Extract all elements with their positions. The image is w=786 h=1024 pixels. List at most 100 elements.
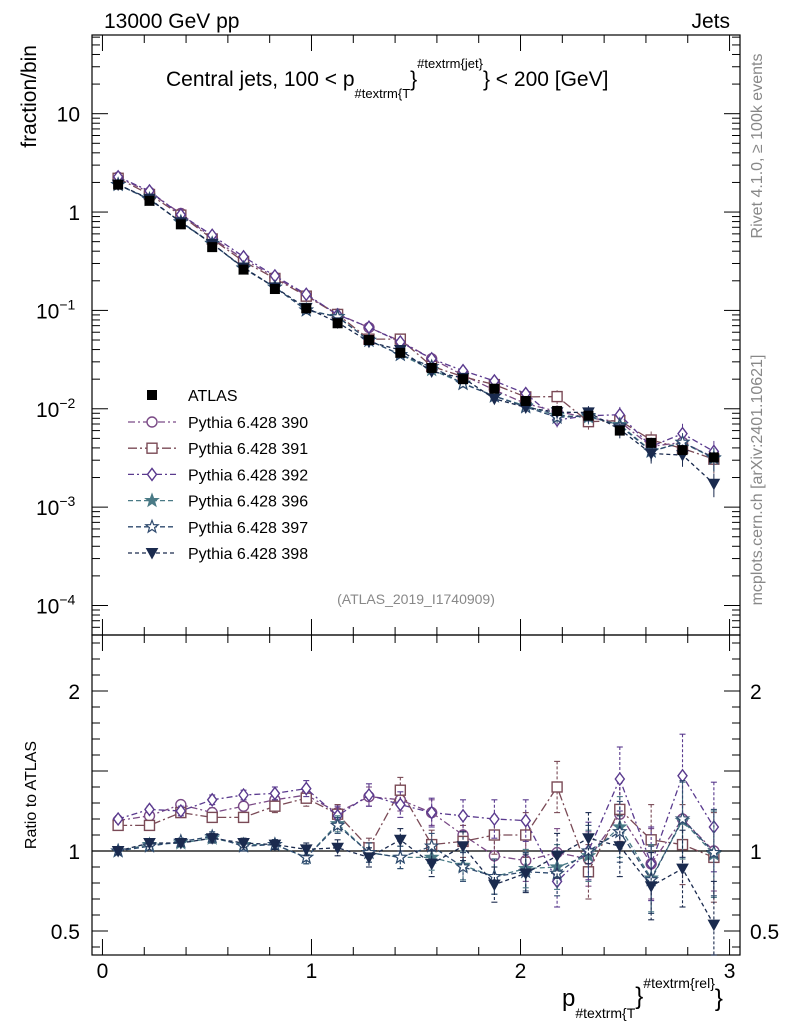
series-point-ratio [519, 868, 533, 880]
atlas-point [332, 318, 343, 329]
series-point-ratio [394, 784, 407, 796]
series-point-ratio [676, 863, 689, 876]
legend-label: Pythia 6.428 396 [188, 494, 308, 511]
x-label-tail: } [715, 985, 723, 1012]
series-point-ratio [392, 849, 409, 865]
atlas-point [207, 242, 218, 253]
series-point-ratio [423, 837, 440, 853]
series-line-top [117, 176, 715, 453]
legend-marker [144, 492, 160, 508]
series-point-ratio [205, 833, 219, 845]
series-point-ratio [175, 803, 187, 819]
y-tick-label-ratio: 1 [68, 841, 80, 864]
x-label-main: p [562, 985, 575, 1012]
series-line-ratio [118, 817, 715, 882]
series-point-ratio [362, 852, 376, 864]
y-tick-label-top: 10 [57, 104, 80, 127]
x-tick-label: 1 [306, 960, 318, 983]
ratio-plot-frame [91, 634, 741, 956]
series-point-ratio [550, 850, 564, 863]
series-point-ratio [237, 800, 250, 812]
y-tick-label-top: 10−2 [36, 395, 76, 422]
atlas-point [520, 395, 531, 406]
atlas-point [426, 362, 437, 373]
atlas-point [395, 347, 406, 358]
series-point-ratio [331, 842, 344, 855]
series-group [111, 179, 721, 956]
series-point-ratio [300, 781, 312, 796]
series-point-ratio [269, 800, 281, 812]
legend-label-atlas: ATLAS [188, 388, 238, 405]
series-point-ratio [707, 919, 721, 932]
atlas-point [677, 445, 688, 456]
series-line-top [117, 184, 715, 485]
series-point-ratio [237, 811, 250, 824]
x-tick-label: 2 [515, 960, 527, 983]
series-point-ratio [520, 813, 532, 828]
title-tail: } < 200 [GeV] [483, 68, 609, 91]
series-point-ratio [457, 808, 469, 823]
atlas-point [363, 335, 374, 346]
atlas-point [708, 452, 719, 463]
legend-marker [145, 548, 159, 560]
series-point-ratio [613, 841, 627, 853]
atlas-point [458, 374, 469, 385]
atlas-point [175, 219, 186, 230]
atlas-point [614, 425, 625, 436]
series-point-ratio [329, 817, 346, 833]
series-point-ratio [582, 833, 595, 845]
series-point-ratio [706, 844, 722, 860]
series-point-top [644, 448, 658, 461]
series-point-ratio [425, 858, 439, 871]
series-point-ratio [298, 849, 315, 865]
x-axis-label: p#textrm{T}#textrm{rel}} [562, 975, 723, 1021]
series-line-ratio [117, 774, 715, 883]
atlas-point [269, 284, 280, 295]
y-tick-label-ratio-right: 1 [750, 841, 762, 864]
x-label-sup: #textrm{rel} [643, 975, 715, 991]
legend-marker [146, 442, 158, 454]
series-point-ratio [677, 768, 688, 783]
series-point-ratio [111, 846, 125, 858]
legend-marker [146, 467, 158, 482]
series-point-ratio [206, 811, 218, 824]
atlas-point [583, 410, 594, 421]
tick-labels: 0 1 2 3 10 1 10−1 10−2 10−3 10−4 0.5 0.5 1 1 2 2 [36, 104, 779, 983]
series-point-ratio [112, 811, 124, 827]
legend-label: Pythia 6.428 392 [188, 467, 308, 484]
legend: ATLAS Pythia 6.428 390 Pythia 6.428 391 Pyt… [128, 388, 308, 563]
atlas-point [238, 264, 249, 275]
series-line-ratio [117, 837, 715, 925]
series-point-ratio [393, 834, 407, 847]
legend-marker [146, 416, 158, 428]
series-point-ratio [144, 802, 155, 817]
series-point-top [551, 390, 563, 403]
legend-label: Pythia 6.428 398 [188, 546, 308, 563]
series-point-ratio [143, 838, 156, 850]
series-point-top [674, 434, 691, 449]
series-point-ratio [674, 810, 691, 826]
series-point-ratio [488, 879, 501, 892]
mcplots-label: mcplots.cern.ch [arXiv:2401.10621] [749, 355, 766, 606]
y-tick-label-ratio-right: 2 [750, 681, 762, 704]
series-point-ratio [237, 838, 250, 850]
series-point-ratio [456, 841, 470, 853]
y-tick-label-ratio: 0.5 [51, 921, 80, 944]
header-right-label: Jets [691, 10, 730, 33]
series-group [112, 172, 720, 903]
plot-title: Central jets, 100 < p#textrm{T}#textrm{j… [166, 56, 608, 101]
title-main: Central jets, 100 < p [166, 68, 355, 91]
atlas-data [113, 179, 719, 463]
y-tick-label-top: 10−4 [36, 591, 76, 618]
legend-marker [144, 518, 160, 534]
legend-label: Pythia 6.428 391 [188, 441, 308, 458]
atlas-point [144, 195, 155, 206]
atlas-point [113, 179, 124, 190]
atlas-point [552, 405, 563, 416]
x-label-brace: } [635, 983, 643, 1010]
y-tick-label-ratio-right: 0.5 [750, 921, 779, 944]
series-point-ratio [206, 792, 218, 807]
title-brace: } [410, 68, 417, 91]
series-group [112, 169, 720, 908]
